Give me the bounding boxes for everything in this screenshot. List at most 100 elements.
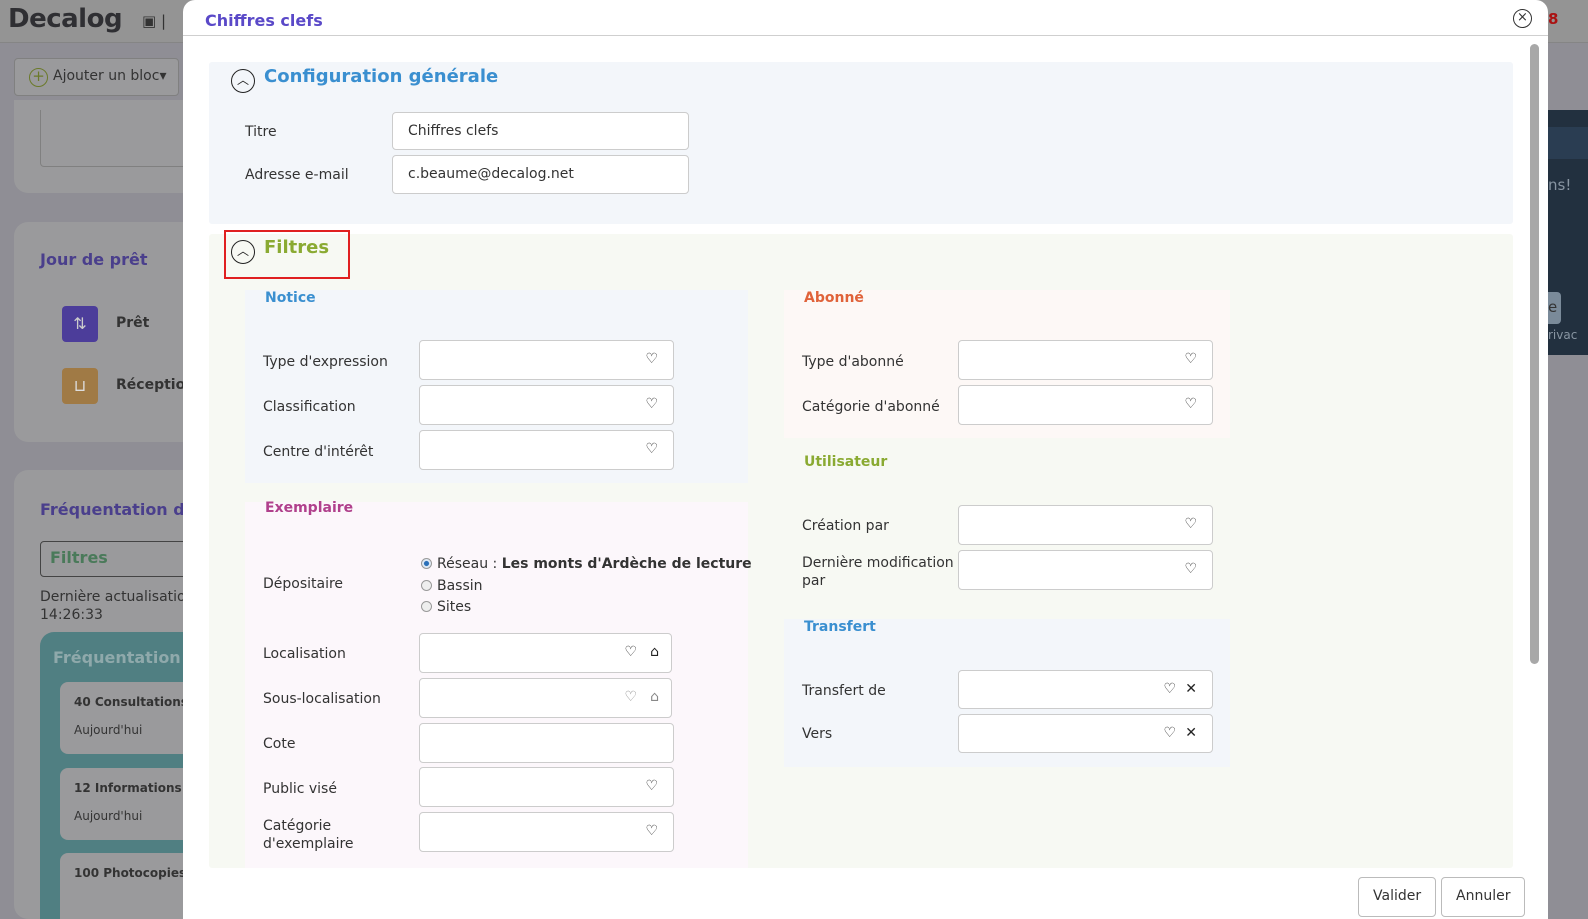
plus-icon: + (29, 68, 48, 87)
cote-input[interactable] (419, 723, 674, 763)
radio-button (421, 558, 432, 569)
field-label: Transfert de (802, 683, 886, 699)
field-label: Création par (802, 518, 889, 534)
field-label: Type d'abonné (802, 354, 904, 370)
field-label: Sous-localisation (263, 691, 381, 707)
public-select[interactable]: ♡ (419, 767, 674, 807)
jour-card: Jour de prêt ⇅ Prêt ⊔ Réception (14, 222, 214, 442)
jour-item-pret[interactable]: Prêt (116, 315, 150, 331)
scrollbar[interactable] (1530, 44, 1539, 664)
filters-heading: Filtres (264, 237, 330, 258)
cancel-button[interactable]: Annuler (1441, 877, 1526, 917)
last-update-label: Dernière actualisation (40, 589, 195, 605)
depositaire-label: Dépositaire (263, 576, 344, 592)
chevron-down-icon: ♡ (624, 644, 637, 660)
abonne-heading: Abonné (804, 290, 864, 306)
transfert-panel: Transfert Transfert de ♡ ✕ Vers ♡ ✕ (784, 619, 1230, 767)
exemplaire-panel: Exemplaire Dépositaire Réseau : Les mont… (245, 500, 752, 868)
filters-section: ︿ Filtres Notice Type d'expression ♡ Cla… (209, 230, 1513, 868)
chevron-down-icon: ♡ (645, 441, 658, 457)
notice-heading: Notice (265, 290, 316, 306)
loan-icon: ⇅ (62, 306, 98, 342)
interest-select[interactable]: ♡ (419, 430, 674, 470)
chevron-down-icon: ♡ (1163, 681, 1176, 697)
field-label: Cote (263, 736, 296, 752)
utilisateur-panel: Utilisateur Création par ♡ Dernière modi… (784, 454, 1230, 604)
field-label: Type d'expression (263, 354, 388, 370)
email-input[interactable]: c.beaume@decalog.net (392, 155, 689, 194)
modal-title: Chiffres clefs (205, 11, 323, 30)
chevron-down-icon: ♡ (624, 689, 637, 705)
chevron-down-icon: ♡ (645, 396, 658, 412)
chevron-down-icon: ♡ (645, 351, 658, 367)
basket-icon: ⊔ (62, 368, 98, 404)
notice-panel: Notice Type d'expression ♡ Classificatio… (245, 290, 748, 483)
type-expression-select[interactable]: ♡ (419, 340, 674, 380)
creation-par-select[interactable]: ♡ (958, 505, 1213, 545)
bg-button[interactable]: e (1548, 292, 1561, 324)
jour-title: Jour de prêt (40, 250, 148, 269)
clear-icon[interactable]: ✕ (1185, 725, 1197, 741)
transfert-de-select[interactable]: ♡ ✕ (958, 670, 1213, 709)
app-logo: Decalog (8, 4, 123, 34)
modal-dialog: Chiffres clefs × ︿ Configuration général… (183, 0, 1548, 919)
chevron-down-icon: ♡ (1163, 725, 1176, 741)
chevron-down-icon: ♡ (1184, 351, 1197, 367)
divider (183, 35, 1548, 36)
house-icon[interactable]: ⌂ (650, 644, 659, 660)
chevron-down-icon: ♡ (645, 823, 658, 839)
vers-select[interactable]: ♡ ✕ (958, 714, 1213, 753)
radio-button (421, 579, 432, 591)
utilisateur-heading: Utilisateur (804, 454, 888, 470)
field-label: Catégorie d'exemplaire (263, 818, 354, 852)
notification-badge: 8 (1548, 10, 1559, 28)
title-input[interactable]: Chiffres clefs (392, 112, 689, 150)
bg-text: ns! (1548, 176, 1572, 194)
add-block-button[interactable]: + Ajouter un bloc▾ (14, 58, 179, 96)
radio-button (421, 601, 432, 612)
abonne-panel: Abonné Type d'abonné ♡ Catégorie d'abonn… (784, 290, 1230, 438)
radio-reseau[interactable]: Réseau : Les monts d'Ardèche de lecture (421, 554, 752, 576)
modification-par-select[interactable]: ♡ (958, 550, 1213, 590)
bg-card (14, 100, 220, 193)
chevron-down-icon: ♡ (1184, 561, 1197, 577)
general-section: ︿ Configuration générale Titre Chiffres … (209, 62, 1513, 224)
clear-icon[interactable]: ✕ (1185, 681, 1197, 697)
field-label: Classification (263, 399, 356, 415)
field-label: Catégorie d'abonné (802, 399, 940, 415)
bg-text: rivac (1548, 328, 1578, 342)
transfert-heading: Transfert (804, 619, 876, 635)
chevron-down-icon: ♡ (645, 778, 658, 794)
general-heading: Configuration générale (264, 66, 499, 87)
collapse-icon[interactable]: ︿ (231, 240, 255, 264)
close-icon[interactable]: × (1513, 9, 1532, 28)
radio-sites[interactable]: Sites (421, 597, 752, 619)
freq-title: Fréquentation d... (40, 500, 203, 519)
freq-panel-title: Fréquentation (53, 648, 181, 667)
highlight-box (224, 230, 350, 279)
chevron-down-icon: ♡ (1184, 396, 1197, 412)
last-update-time: 14:26:33 (40, 607, 103, 623)
field-label: Centre d'intérêt (263, 444, 374, 460)
radio-bassin[interactable]: Bassin (421, 576, 752, 598)
field-label: Localisation (263, 646, 346, 662)
house-icon[interactable]: ⌂ (650, 689, 659, 705)
email-label: Adresse e-mail (245, 167, 349, 183)
chevron-down-icon: ♡ (1184, 516, 1197, 532)
sous-localisation-select[interactable]: ♡ ⌂ (419, 678, 672, 718)
exemplaire-heading: Exemplaire (265, 500, 354, 516)
bg-dark-panel: ns! e rivac (1548, 110, 1588, 355)
categorie-abonne-select[interactable]: ♡ (958, 385, 1213, 425)
validate-button[interactable]: Valider (1358, 877, 1437, 917)
jour-item-reception[interactable]: Réception (116, 377, 196, 393)
stats-icon[interactable]: ▣ | (142, 12, 166, 30)
categorie-exemplaire-select[interactable]: ♡ (419, 812, 674, 852)
classification-select[interactable]: ♡ (419, 385, 674, 425)
field-label: Vers (802, 726, 833, 742)
add-block-label: Ajouter un bloc (53, 68, 160, 84)
field-label: Dernière modification par (802, 555, 954, 589)
localisation-select[interactable]: ♡ ⌂ (419, 633, 672, 673)
type-abonne-select[interactable]: ♡ (958, 340, 1213, 380)
collapse-icon[interactable]: ︿ (231, 69, 255, 93)
field-label: Public visé (263, 781, 337, 797)
